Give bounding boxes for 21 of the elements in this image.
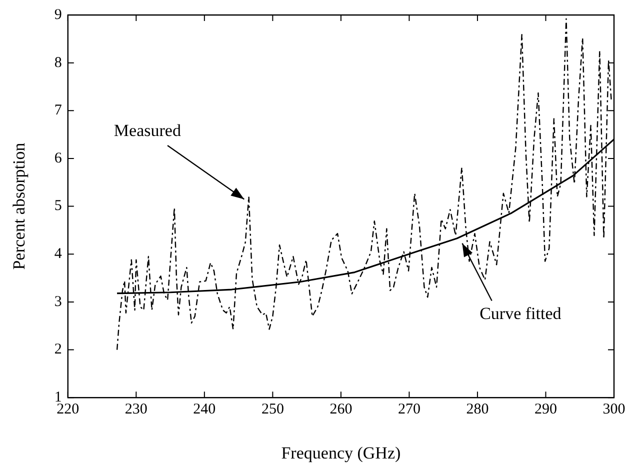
- annotation: Curve fitted: [480, 304, 562, 324]
- y-tick-label: 8: [54, 54, 62, 71]
- y-axis-title: Percent absorption: [10, 142, 29, 270]
- x-tick-label: 300: [602, 402, 626, 418]
- annotation: Measured: [114, 120, 182, 140]
- y-tick-label: 6: [54, 150, 62, 166]
- x-tick-label: 230: [124, 402, 148, 418]
- x-tick-label: 270: [398, 402, 420, 418]
- x-tick-label: 280: [466, 402, 489, 418]
- y-tick-label: 7: [54, 102, 62, 119]
- y-tick-label: 3: [54, 294, 62, 310]
- y-tick-label: 2: [54, 342, 62, 358]
- y-tick-label: 4: [54, 246, 62, 262]
- x-axis-title: Frequency (GHz): [281, 443, 401, 462]
- x-tick-label: 250: [261, 402, 284, 418]
- x-tick-label: 220: [56, 402, 80, 418]
- y-tick-label: 9: [54, 6, 62, 23]
- y-tick-label: 5: [54, 198, 62, 214]
- x-tick-label: 240: [193, 402, 216, 418]
- x-tick-label: 290: [534, 402, 557, 418]
- x-tick-label: 260: [330, 402, 352, 418]
